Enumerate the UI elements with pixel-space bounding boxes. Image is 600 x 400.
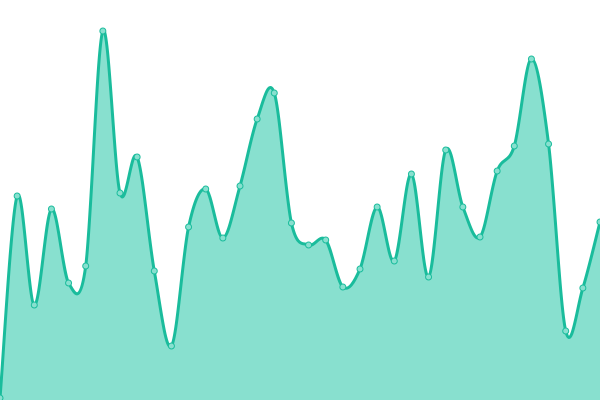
data-point (339, 283, 347, 291)
data-point (185, 223, 193, 231)
data-point (373, 203, 381, 211)
data-point (236, 182, 244, 190)
data-point (322, 236, 330, 244)
data-point (287, 219, 295, 227)
data-point (356, 265, 364, 273)
data-point (407, 170, 415, 178)
data-point (30, 301, 38, 309)
data-point (47, 205, 55, 213)
area-line (0, 29, 600, 399)
data-point (442, 146, 450, 154)
data-point (493, 167, 501, 175)
data-point (116, 189, 124, 197)
data-point (305, 241, 313, 249)
data-point (562, 327, 570, 335)
data-point (133, 153, 141, 161)
data-point (596, 218, 600, 226)
data-point (579, 284, 587, 292)
data-point (476, 233, 484, 241)
data-point (65, 279, 73, 287)
data-point (167, 342, 175, 350)
data-point (527, 55, 535, 63)
area-fill (0, 30, 600, 400)
data-point (219, 234, 227, 242)
data-point (459, 203, 467, 211)
data-point (0, 394, 4, 400)
data-point (150, 267, 158, 275)
data-point (545, 140, 553, 148)
data-point (390, 257, 398, 265)
data-point (13, 192, 21, 200)
data-point (202, 185, 210, 193)
data-point (99, 27, 107, 35)
data-point (510, 142, 518, 150)
data-point (253, 115, 261, 123)
data-point (270, 89, 278, 97)
data-point (82, 262, 90, 270)
data-point (425, 273, 433, 281)
